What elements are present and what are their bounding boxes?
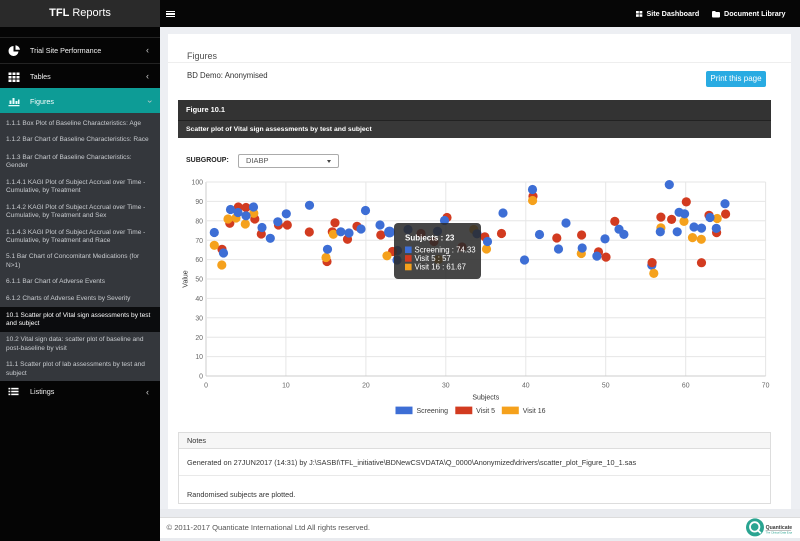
- svg-text:Visit 5: Visit 5: [476, 408, 495, 415]
- svg-text:Value: Value: [183, 270, 190, 287]
- svg-text:20: 20: [362, 383, 370, 390]
- svg-text:0: 0: [204, 383, 208, 390]
- svg-text:Visit 5 : 57: Visit 5 : 57: [415, 254, 451, 263]
- svg-text:Screening : 74.33: Screening : 74.33: [415, 245, 476, 254]
- svg-text:Subjects: Subjects: [472, 395, 499, 402]
- svg-text:40: 40: [195, 296, 203, 303]
- svg-text:Visit 16: Visit 16: [523, 408, 546, 415]
- svg-text:10: 10: [195, 354, 203, 361]
- svg-text:The Clinical Data Experts: The Clinical Data Experts: [766, 531, 792, 535]
- svg-text:20: 20: [195, 335, 203, 342]
- svg-text:10: 10: [282, 383, 290, 390]
- svg-text:70: 70: [762, 383, 770, 390]
- svg-text:70: 70: [195, 238, 203, 245]
- svg-text:Screening: Screening: [417, 408, 449, 415]
- svg-text:80: 80: [195, 218, 203, 225]
- svg-text:60: 60: [682, 383, 690, 390]
- svg-text:40: 40: [522, 383, 530, 390]
- svg-text:90: 90: [195, 199, 203, 206]
- svg-text:Visit 16 : 61.67: Visit 16 : 61.67: [415, 263, 466, 272]
- svg-text:0: 0: [199, 374, 203, 381]
- svg-text:30: 30: [442, 383, 450, 390]
- svg-text:Subjects : 23: Subjects : 23: [405, 234, 455, 243]
- svg-text:60: 60: [195, 257, 203, 264]
- svg-text:Quanticate: Quanticate: [766, 525, 792, 531]
- svg-text:30: 30: [195, 315, 203, 322]
- svg-text:100: 100: [192, 180, 204, 187]
- svg-text:50: 50: [195, 277, 203, 284]
- svg-text:50: 50: [602, 383, 610, 390]
